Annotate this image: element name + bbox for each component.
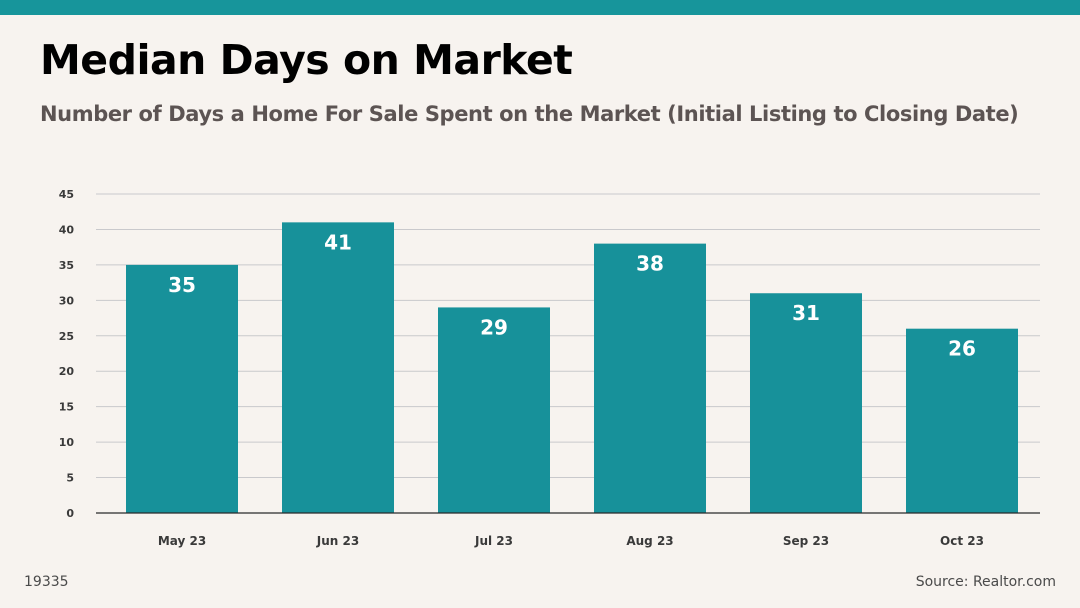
y-tick-label: 45 [59,188,74,201]
data-label: 29 [480,315,508,339]
page-subtitle: Number of Days a Home For Sale Spent on … [40,102,1019,126]
footer-id: 19335 [24,574,69,590]
y-tick-label: 20 [59,365,75,378]
bar [438,307,550,513]
x-tick-label: Jul 23 [474,534,513,548]
x-tick-label: Jun 23 [316,534,359,548]
y-tick-label: 15 [59,401,74,414]
bar [906,328,1018,513]
x-tick-label: Oct 23 [940,534,984,548]
top-accent-bar [0,0,1080,15]
y-tick-label: 40 [59,223,75,236]
data-label: 26 [948,337,976,361]
bar [282,222,394,513]
data-label: 38 [636,252,664,276]
y-tick-label: 35 [59,259,74,272]
y-tick-label: 25 [59,330,74,343]
data-label: 31 [792,301,820,325]
y-tick-label: 5 [66,472,74,485]
y-tick-label: 0 [66,507,74,520]
data-label: 41 [324,230,352,254]
x-tick-label: Sep 23 [783,534,829,548]
y-tick-label: 30 [59,294,75,307]
bar [126,264,238,513]
page-title: Median Days on Market [40,36,573,84]
y-tick-label: 10 [59,436,75,449]
bar [594,243,706,513]
data-label: 35 [168,273,196,297]
x-tick-label: Aug 23 [626,534,673,548]
bar [750,293,862,513]
x-tick-label: May 23 [158,534,206,548]
source-note: Source: Realtor.com [915,574,1056,590]
